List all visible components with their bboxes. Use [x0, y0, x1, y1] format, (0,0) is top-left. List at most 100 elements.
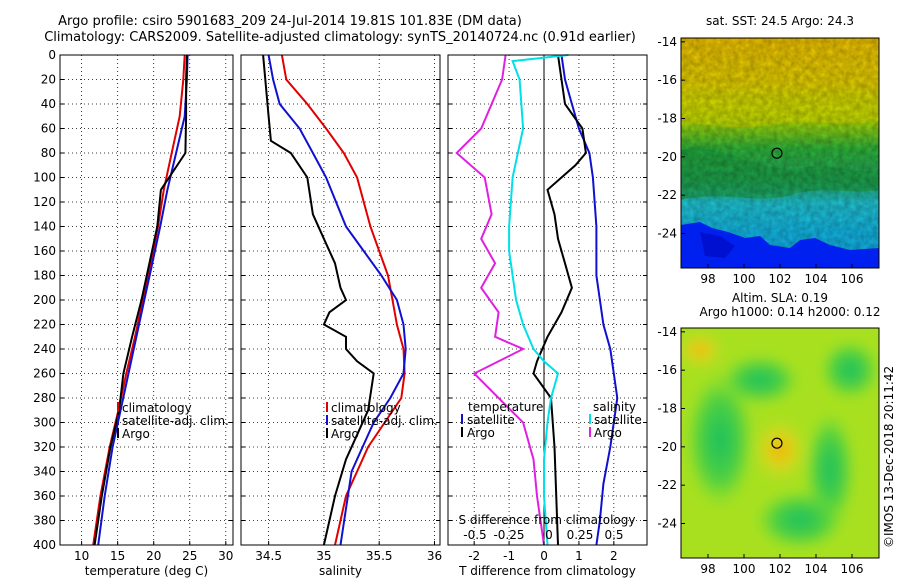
sst-map-title: sat. SST: 24.5 Argo: 24.3	[706, 14, 854, 28]
sst-map: sat. SST: 24.5 Argo: 24.3 98 100 102 104 106…	[657, 14, 880, 286]
differences-panel: -2 -1 0 1 2T difference from climatology temp…	[447, 54, 648, 578]
figure-title-line1: Argo profile: csiro 5901683_209 24-Jul-2…	[58, 14, 522, 29]
argo-position-marker	[771, 437, 783, 449]
y-tick-label: 160	[33, 244, 56, 258]
x-axis-label: T difference from climatology	[458, 564, 636, 578]
y-tick-label: 0	[48, 48, 56, 62]
map-y-tick-label: -14	[657, 325, 677, 339]
map-x-tick-label: 102	[769, 562, 792, 576]
temperature-panel: 10 15 20 25 30020406080100120140160180200220…	[33, 48, 234, 578]
legend-label-2: Argo	[122, 427, 150, 441]
y-tick-label: 80	[41, 146, 56, 160]
top-tick-label: 0	[545, 528, 553, 542]
series-line-2	[262, 54, 375, 546]
top-tick-label: -0.5	[463, 528, 486, 542]
x-tick-label: 30	[218, 549, 233, 563]
y-tick-label: 260	[33, 367, 56, 381]
legend-label-0: climatology	[331, 401, 401, 415]
sst-field	[681, 38, 879, 268]
y-tick-label: 280	[33, 391, 56, 405]
sla-map: Altim. SLA: 0.19 Argo h1000: 0.14 h2000:…	[657, 291, 880, 576]
x-tick-label: 1	[575, 549, 583, 563]
map-y-tick-label: -24	[657, 227, 677, 241]
series-line-1	[532, 54, 587, 546]
sla-map-ticks: 98 100 102 104 106 -14 -16 -18 -20 -22 -24	[657, 325, 863, 576]
x-tick-label: 20	[146, 549, 161, 563]
imos-watermark: ©IMOS 13-Dec-2018 20:11:42	[882, 366, 896, 548]
y-tick-label: 360	[33, 489, 56, 503]
x-tick-label: 25	[182, 549, 197, 563]
y-tick-label: 200	[33, 293, 56, 307]
plot-frame	[59, 54, 234, 546]
top-tick-label: 0.5	[604, 528, 623, 542]
sla-map-subtitle: Argo h1000: 0.14 h2000: 0.12	[700, 305, 881, 319]
series-line-0	[280, 54, 406, 546]
x-tick-label: -1	[503, 549, 515, 563]
salinity-panel: 34.5 35 35.5 36 salinity climatologysatellite…	[240, 54, 442, 578]
y-tick-label: 220	[33, 318, 56, 332]
map-y-tick-label: -20	[657, 150, 677, 164]
legend-label-s-1: Argo	[594, 426, 622, 440]
x-axis-label: temperature (deg C)	[85, 564, 208, 578]
y-tick-label: 300	[33, 416, 56, 430]
map-y-tick-label: -22	[657, 188, 677, 202]
x-tick-label: 36	[427, 549, 442, 563]
plot-frame	[240, 54, 441, 546]
legend-label-t-0: satellite	[467, 413, 515, 427]
map-y-tick-label: -20	[657, 440, 677, 454]
series-line-2	[508, 54, 569, 546]
map-y-tick-label: -18	[657, 112, 677, 126]
y-tick-label: 40	[41, 97, 56, 111]
top-axis-label: S difference from climatology	[459, 513, 636, 527]
map-y-tick-label: -18	[657, 402, 677, 416]
map-x-tick-label: 102	[769, 272, 792, 286]
x-tick-label: 34.5	[255, 549, 282, 563]
map-y-tick-label: -24	[657, 517, 677, 531]
figure-title-line2: Climatology: CARS2009. Satellite-adjuste…	[44, 30, 636, 45]
sla-map-title: Altim. SLA: 0.19	[732, 291, 828, 305]
y-tick-label: 240	[33, 342, 56, 356]
legend-label-s-0: satellite	[594, 413, 642, 427]
x-tick-label: 35	[316, 549, 331, 563]
map-x-tick-label: 98	[700, 562, 715, 576]
x-tick-label: 0	[540, 549, 548, 563]
map-x-tick-label: 106	[841, 272, 864, 286]
map-y-tick-label: -16	[657, 363, 677, 377]
series-line-0	[560, 54, 619, 546]
legend-label-2: Argo	[331, 427, 359, 441]
map-y-tick-label: -14	[657, 35, 677, 49]
map-x-tick-label: 104	[805, 562, 828, 576]
top-tick-label: -0.25	[493, 528, 524, 542]
plot-frame	[447, 54, 648, 546]
series-line-2	[93, 54, 188, 546]
legend-salinity-title: salinity	[593, 400, 636, 414]
y-tick-label: 120	[33, 195, 56, 209]
map-y-tick-label: -16	[657, 73, 677, 87]
sst-map-ticks: 98 100 102 104 106 -14 -16 -18 -20 -22 -24	[657, 35, 863, 286]
legend-temperature-title: temperature	[468, 400, 543, 414]
map-x-tick-label: 98	[700, 272, 715, 286]
series-line-1	[97, 54, 189, 546]
y-tick-label: 340	[33, 465, 56, 479]
x-tick-label: 10	[74, 549, 89, 563]
x-tick-label: 35.5	[366, 549, 393, 563]
x-tick-label: 2	[610, 549, 618, 563]
x-tick-label: 15	[110, 549, 125, 563]
y-tick-label: 320	[33, 440, 56, 454]
series-line-3	[455, 54, 545, 546]
map-y-tick-label: -22	[657, 478, 677, 492]
y-tick-label: 100	[33, 171, 56, 185]
legend-label-0: climatology	[122, 401, 192, 415]
legend-label-1: satellite-adj. clim.	[331, 414, 438, 428]
y-tick-label: 180	[33, 269, 56, 283]
top-tick-label: 0.25	[567, 528, 594, 542]
map-x-tick-label: 100	[733, 562, 756, 576]
y-tick-label: 380	[33, 514, 56, 528]
legend-label-1: satellite-adj. clim.	[122, 414, 229, 428]
y-tick-label: 140	[33, 220, 56, 234]
series-line-1	[267, 54, 407, 546]
map-x-tick-label: 106	[841, 562, 864, 576]
x-tick-label: -2	[468, 549, 480, 563]
map-x-tick-label: 100	[733, 272, 756, 286]
